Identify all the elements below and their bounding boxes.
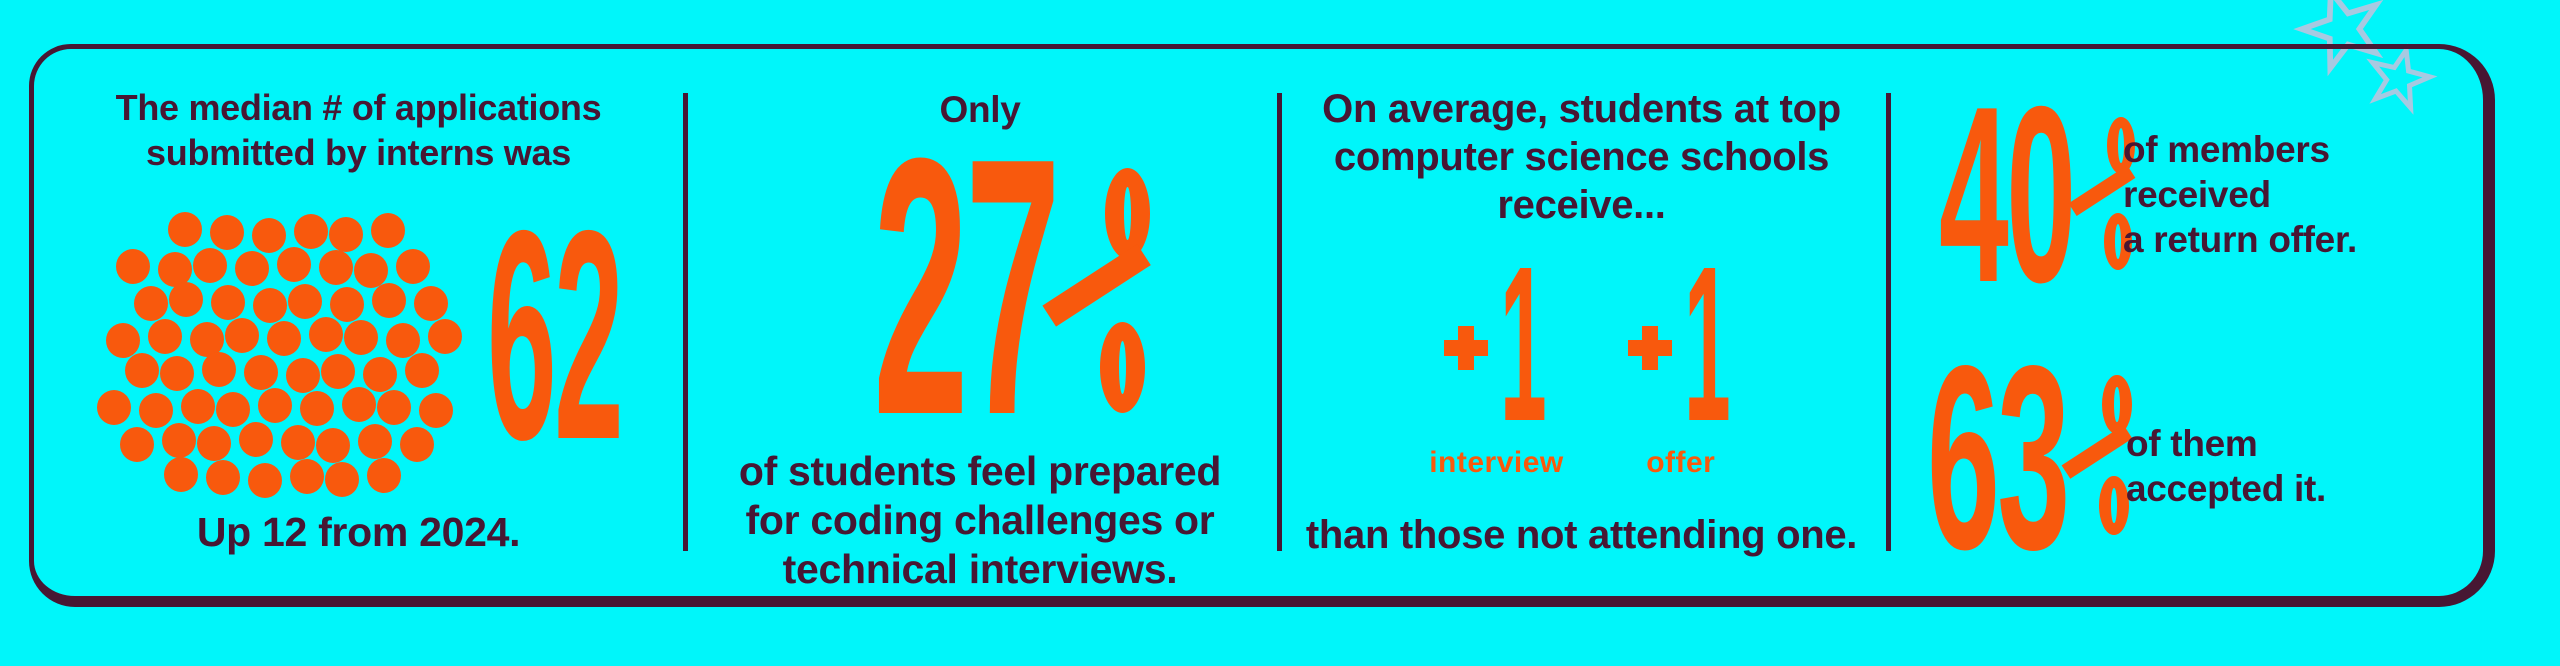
pictogram-dot: [134, 286, 168, 321]
pictogram-dot: [168, 212, 202, 247]
plus-one-offer: 1 offer: [1627, 233, 1734, 480]
pictogram-dot: [405, 353, 439, 388]
stat-heading: The median # of applications submitted b…: [115, 87, 602, 173]
stat-value-40pct: 40: [1939, 69, 2208, 361]
plus-one-number: 1: [1443, 233, 1550, 454]
pictogram-dot: [106, 323, 140, 358]
pictogram-dot: [428, 319, 462, 354]
pictogram-dot: [330, 287, 364, 322]
pictogram-dot: [164, 457, 198, 492]
pictogram-dot: [258, 388, 292, 423]
pictogram-dot: [181, 389, 215, 424]
plus-icon: [1627, 326, 1672, 370]
pictogram-dot: [239, 422, 273, 457]
pictogram-dot: [396, 249, 430, 284]
plus-one-number: 1: [1627, 233, 1734, 454]
stat-caption: of students feel prepared for coding cha…: [738, 448, 1222, 593]
big-number: 1: [1683, 219, 1731, 467]
pictogram-dot: [294, 214, 328, 249]
pictogram-dot: [116, 249, 150, 284]
pictogram-dot: [193, 248, 227, 283]
pictogram-dot: [252, 218, 286, 253]
pictogram-dot: [358, 424, 392, 459]
pictogram-dot: [169, 282, 203, 317]
pictogram-dot: [372, 283, 406, 318]
pictogram-dot: [158, 252, 192, 287]
pictogram-dot: [125, 353, 159, 388]
pictogram-dot: [316, 428, 350, 463]
pictogram-dot: [321, 354, 355, 389]
pictogram-dot: [148, 319, 182, 354]
plus-one-row: 1 interview 1 offer: [1277, 233, 1886, 480]
pictogram-dot: [342, 387, 376, 422]
big-number: 62: [487, 169, 624, 503]
stat-caption: of them accepted it.: [2126, 423, 2326, 510]
pictogram-dot: [235, 251, 269, 286]
pictogram-dot: [288, 284, 322, 319]
pictogram-dot: [162, 423, 196, 458]
big-number: 27: [873, 82, 1061, 492]
stat-footnote: than those not attending one.: [1305, 513, 1858, 557]
pictogram-dot: [286, 358, 320, 393]
pictogram-dot: [371, 213, 405, 248]
big-number: 1: [1499, 219, 1547, 467]
pictogram-dot: [400, 427, 434, 462]
pictogram-dot: [197, 426, 231, 461]
column-divider: [1277, 93, 1282, 551]
pictogram-dot: [386, 323, 420, 358]
pictogram-dot: [363, 357, 397, 392]
stat-value-63pct: 63: [1927, 327, 2208, 631]
stat-value-62: 62: [487, 187, 807, 533]
pictogram-dot: [206, 460, 240, 495]
pictogram-dot: [319, 250, 353, 285]
plus-one-interview: 1 interview: [1429, 233, 1564, 480]
column-divider: [683, 93, 688, 551]
pictogram-dot: [414, 286, 448, 321]
pictogram-dot: [329, 217, 363, 252]
pictogram-dot: [300, 391, 334, 426]
stat-footnote: Up 12 from 2024.: [196, 509, 521, 555]
pictogram-dot: [419, 393, 453, 428]
pictogram-dot: [190, 322, 224, 357]
pictogram-dot: [253, 288, 287, 323]
pictogram-dot: [367, 458, 401, 493]
plus-one-label: interview: [1429, 446, 1564, 479]
pictogram-dot: [97, 390, 131, 425]
pictogram-dot: [325, 462, 359, 497]
pictogram-dot: [277, 247, 311, 282]
pictogram-dot: [309, 317, 343, 352]
pictogram-dot: [210, 215, 244, 250]
plus-icon: [1443, 326, 1488, 370]
pictogram-dot: [354, 253, 388, 288]
stats-panel: The median # of applications submitted b…: [29, 44, 2495, 607]
stat-value-27pct: 27: [873, 104, 1265, 529]
pictogram-dot: [267, 321, 301, 356]
pictogram-dot: [377, 390, 411, 425]
stat-caption: of members received a return offer.: [2123, 129, 2357, 261]
pictogram-dot: [344, 320, 378, 355]
pictogram-dot: [216, 392, 250, 427]
pictogram-dot: [120, 427, 154, 462]
dot-pictogram: [97, 212, 467, 498]
column-divider: [1886, 93, 1891, 551]
pictogram-dot: [202, 352, 236, 387]
pictogram-dot: [160, 356, 194, 391]
pictogram-dot: [281, 425, 315, 460]
plus-one-label: offer: [1646, 446, 1716, 479]
percent-icon: [2061, 375, 2132, 535]
stat-heading: On average, students at top computer sci…: [1322, 87, 1841, 227]
big-number: 40: [1939, 54, 2076, 335]
pictogram-dot: [211, 285, 245, 320]
pictogram-dot: [225, 318, 259, 353]
pictogram-dot: [244, 355, 278, 390]
pictogram-dot: [248, 463, 282, 498]
percent-icon: [2068, 117, 2136, 270]
star-icon: [2361, 41, 2438, 116]
stat-intro: Only: [939, 89, 1021, 130]
big-number: 63: [1927, 311, 2070, 605]
pictogram-dot: [290, 459, 324, 494]
pictogram-dot: [139, 393, 173, 428]
percent-icon: [1042, 168, 1150, 413]
